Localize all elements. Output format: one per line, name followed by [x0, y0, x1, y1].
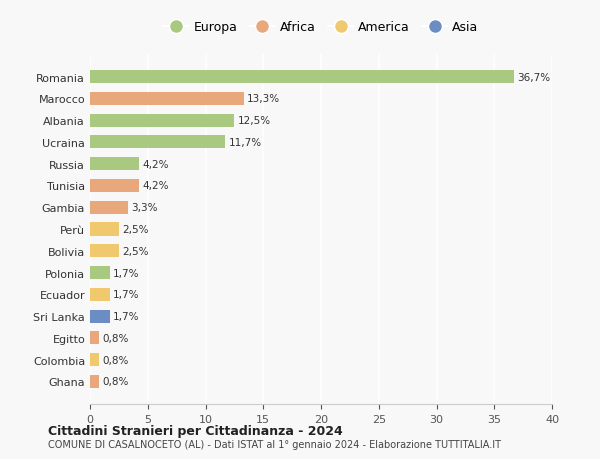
- Bar: [90, 93, 244, 106]
- Text: 0,8%: 0,8%: [103, 333, 129, 343]
- Bar: [90, 114, 235, 128]
- Text: 0,8%: 0,8%: [103, 376, 129, 386]
- Bar: [90, 353, 99, 366]
- Bar: [90, 158, 139, 171]
- Bar: [90, 310, 110, 323]
- Text: 4,2%: 4,2%: [142, 159, 169, 169]
- Bar: [90, 136, 225, 149]
- Bar: [90, 331, 99, 345]
- Bar: [90, 201, 128, 214]
- Bar: [90, 375, 99, 388]
- Bar: [90, 179, 139, 193]
- Bar: [90, 288, 110, 301]
- Legend: Europa, Africa, America, Asia: Europa, Africa, America, Asia: [158, 16, 484, 39]
- Bar: [90, 223, 119, 236]
- Bar: [90, 266, 110, 280]
- Text: 12,5%: 12,5%: [238, 116, 271, 126]
- Text: 1,7%: 1,7%: [113, 268, 140, 278]
- Text: 2,5%: 2,5%: [122, 246, 149, 256]
- Text: 4,2%: 4,2%: [142, 181, 169, 191]
- Bar: [90, 245, 119, 258]
- Text: 1,7%: 1,7%: [113, 311, 140, 321]
- Text: 3,3%: 3,3%: [131, 203, 158, 213]
- Text: Cittadini Stranieri per Cittadinanza - 2024: Cittadini Stranieri per Cittadinanza - 2…: [48, 424, 343, 437]
- Text: 0,8%: 0,8%: [103, 355, 129, 365]
- Text: COMUNE DI CASALNOCETO (AL) - Dati ISTAT al 1° gennaio 2024 - Elaborazione TUTTIT: COMUNE DI CASALNOCETO (AL) - Dati ISTAT …: [48, 440, 501, 449]
- Text: 13,3%: 13,3%: [247, 94, 280, 104]
- Text: 2,5%: 2,5%: [122, 224, 149, 235]
- Text: 36,7%: 36,7%: [517, 73, 550, 83]
- Bar: [90, 71, 514, 84]
- Text: 11,7%: 11,7%: [229, 138, 262, 148]
- Text: 1,7%: 1,7%: [113, 290, 140, 300]
